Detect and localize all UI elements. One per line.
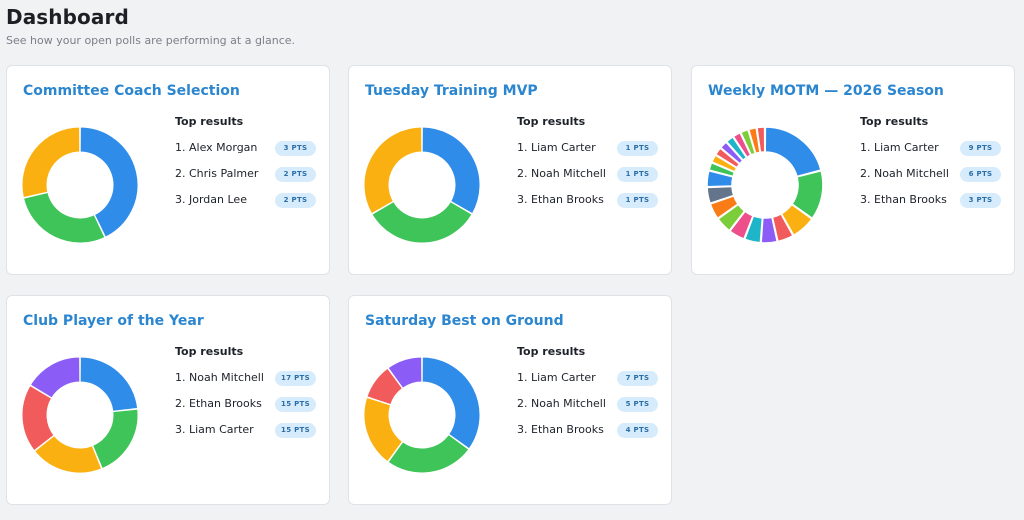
top-results-list: Top results 1. Liam Carter 1 PTS 2. Noah Mi… bbox=[517, 115, 663, 218]
top-results-heading: Top results bbox=[860, 115, 929, 128]
result-row: 3. Jordan Lee 2 PTS bbox=[175, 192, 321, 218]
top-results-list: Top results 1. Liam Carter 7 PTS 2. Noah Mi… bbox=[517, 345, 663, 448]
top-results-heading: Top results bbox=[517, 345, 586, 358]
result-row: 2. Ethan Brooks 15 PTS bbox=[175, 396, 321, 422]
donut-slice bbox=[363, 396, 404, 463]
points-badge: 5 PTS bbox=[617, 397, 658, 412]
result-row: 3. Ethan Brooks 1 PTS bbox=[517, 192, 663, 218]
result-row: 1. Liam Carter 1 PTS bbox=[517, 140, 663, 166]
points-badge: 3 PTS bbox=[275, 141, 316, 156]
donut-slice bbox=[366, 367, 404, 406]
result-name: 3. Ethan Brooks bbox=[860, 193, 947, 206]
result-row: 2. Chris Palmer 2 PTS bbox=[175, 166, 321, 192]
points-badge: 6 PTS bbox=[960, 167, 1001, 182]
poll-title[interactable]: Committee Coach Selection bbox=[23, 83, 240, 99]
result-name: 1. Noah Mitchell bbox=[175, 371, 264, 384]
points-badge: 15 PTS bbox=[275, 423, 316, 438]
donut-chart bbox=[21, 356, 139, 474]
donut-slice bbox=[22, 191, 106, 244]
donut-chart bbox=[363, 126, 481, 244]
points-badge: 1 PTS bbox=[617, 167, 658, 182]
poll-card[interactable]: Club Player of the Year Top results 1. Noa… bbox=[6, 295, 330, 505]
top-results-list: Top results 1. Noah Mitchell 17 PTS 2. Etha… bbox=[175, 345, 321, 448]
donut-slice bbox=[29, 356, 81, 399]
donut-slice bbox=[764, 126, 823, 178]
donut-slice bbox=[421, 126, 481, 215]
result-name: 2. Noah Mitchell bbox=[517, 397, 606, 410]
donut-slice bbox=[755, 126, 766, 154]
result-name: 2. Noah Mitchell bbox=[517, 167, 606, 180]
result-name: 2. Ethan Brooks bbox=[175, 397, 262, 410]
result-row: 2. Noah Mitchell 1 PTS bbox=[517, 166, 663, 192]
points-badge: 1 PTS bbox=[617, 193, 658, 208]
donut-chart bbox=[363, 356, 481, 474]
points-badge: 2 PTS bbox=[275, 193, 316, 208]
donut-slice bbox=[363, 126, 423, 215]
points-badge: 3 PTS bbox=[960, 193, 1001, 208]
poll-title[interactable]: Saturday Best on Ground bbox=[365, 313, 564, 329]
poll-card[interactable]: Committee Coach Selection Top results 1. A… bbox=[6, 65, 330, 275]
result-row: 1. Noah Mitchell 17 PTS bbox=[175, 370, 321, 396]
donut-slice bbox=[79, 356, 139, 412]
result-row: 1. Alex Morgan 3 PTS bbox=[175, 140, 321, 166]
points-badge: 2 PTS bbox=[275, 167, 316, 182]
result-name: 3. Ethan Brooks bbox=[517, 423, 604, 436]
poll-card[interactable]: Weekly MOTM — 2026 Season Top results 1. L… bbox=[691, 65, 1015, 275]
result-name: 1. Alex Morgan bbox=[175, 141, 258, 154]
top-results-heading: Top results bbox=[175, 115, 244, 128]
points-badge: 4 PTS bbox=[617, 423, 658, 438]
result-row: 3. Ethan Brooks 4 PTS bbox=[517, 422, 663, 448]
points-badge: 7 PTS bbox=[617, 371, 658, 386]
donut-slice bbox=[21, 126, 81, 199]
result-name: 3. Ethan Brooks bbox=[517, 193, 604, 206]
top-results-list: Top results 1. Liam Carter 9 PTS 2. Noah Mi… bbox=[860, 115, 1006, 218]
donut-slice bbox=[79, 126, 139, 238]
poll-card[interactable]: Tuesday Training MVP Top results 1. Liam C… bbox=[348, 65, 672, 275]
poll-title[interactable]: Club Player of the Year bbox=[23, 313, 204, 329]
result-name: 2. Noah Mitchell bbox=[860, 167, 949, 180]
donut-slice bbox=[21, 384, 55, 452]
result-row: 1. Liam Carter 7 PTS bbox=[517, 370, 663, 396]
result-row: 2. Noah Mitchell 5 PTS bbox=[517, 396, 663, 422]
page-subtitle: See how your open polls are performing a… bbox=[6, 34, 296, 47]
donut-chart bbox=[706, 126, 824, 244]
donut-slice bbox=[421, 356, 481, 450]
page-title: Dashboard bbox=[6, 5, 129, 29]
points-badge: 15 PTS bbox=[275, 397, 316, 412]
poll-card[interactable]: Saturday Best on Ground Top results 1. Lia… bbox=[348, 295, 672, 505]
result-name: 1. Liam Carter bbox=[860, 141, 939, 154]
poll-title[interactable]: Weekly MOTM — 2026 Season bbox=[708, 83, 944, 99]
result-row: 2. Noah Mitchell 6 PTS bbox=[860, 166, 1006, 192]
poll-title[interactable]: Tuesday Training MVP bbox=[365, 83, 538, 99]
result-name: 3. Jordan Lee bbox=[175, 193, 247, 206]
donut-slice bbox=[387, 356, 423, 389]
result-name: 1. Liam Carter bbox=[517, 371, 596, 384]
result-row: 1. Liam Carter 9 PTS bbox=[860, 140, 1006, 166]
donut-chart bbox=[21, 126, 139, 244]
result-name: 3. Liam Carter bbox=[175, 423, 254, 436]
result-row: 3. Liam Carter 15 PTS bbox=[175, 422, 321, 448]
donut-slice bbox=[387, 433, 470, 474]
result-name: 1. Liam Carter bbox=[517, 141, 596, 154]
top-results-heading: Top results bbox=[175, 345, 244, 358]
donut-slice bbox=[91, 408, 139, 470]
points-badge: 1 PTS bbox=[617, 141, 658, 156]
result-name: 2. Chris Palmer bbox=[175, 167, 259, 180]
points-badge: 17 PTS bbox=[275, 371, 316, 386]
top-results-heading: Top results bbox=[517, 115, 586, 128]
points-badge: 9 PTS bbox=[960, 141, 1001, 156]
result-row: 3. Ethan Brooks 3 PTS bbox=[860, 192, 1006, 218]
donut-slice bbox=[33, 434, 103, 474]
donut-slice bbox=[371, 200, 473, 244]
top-results-list: Top results 1. Alex Morgan 3 PTS 2. Chris P… bbox=[175, 115, 321, 218]
